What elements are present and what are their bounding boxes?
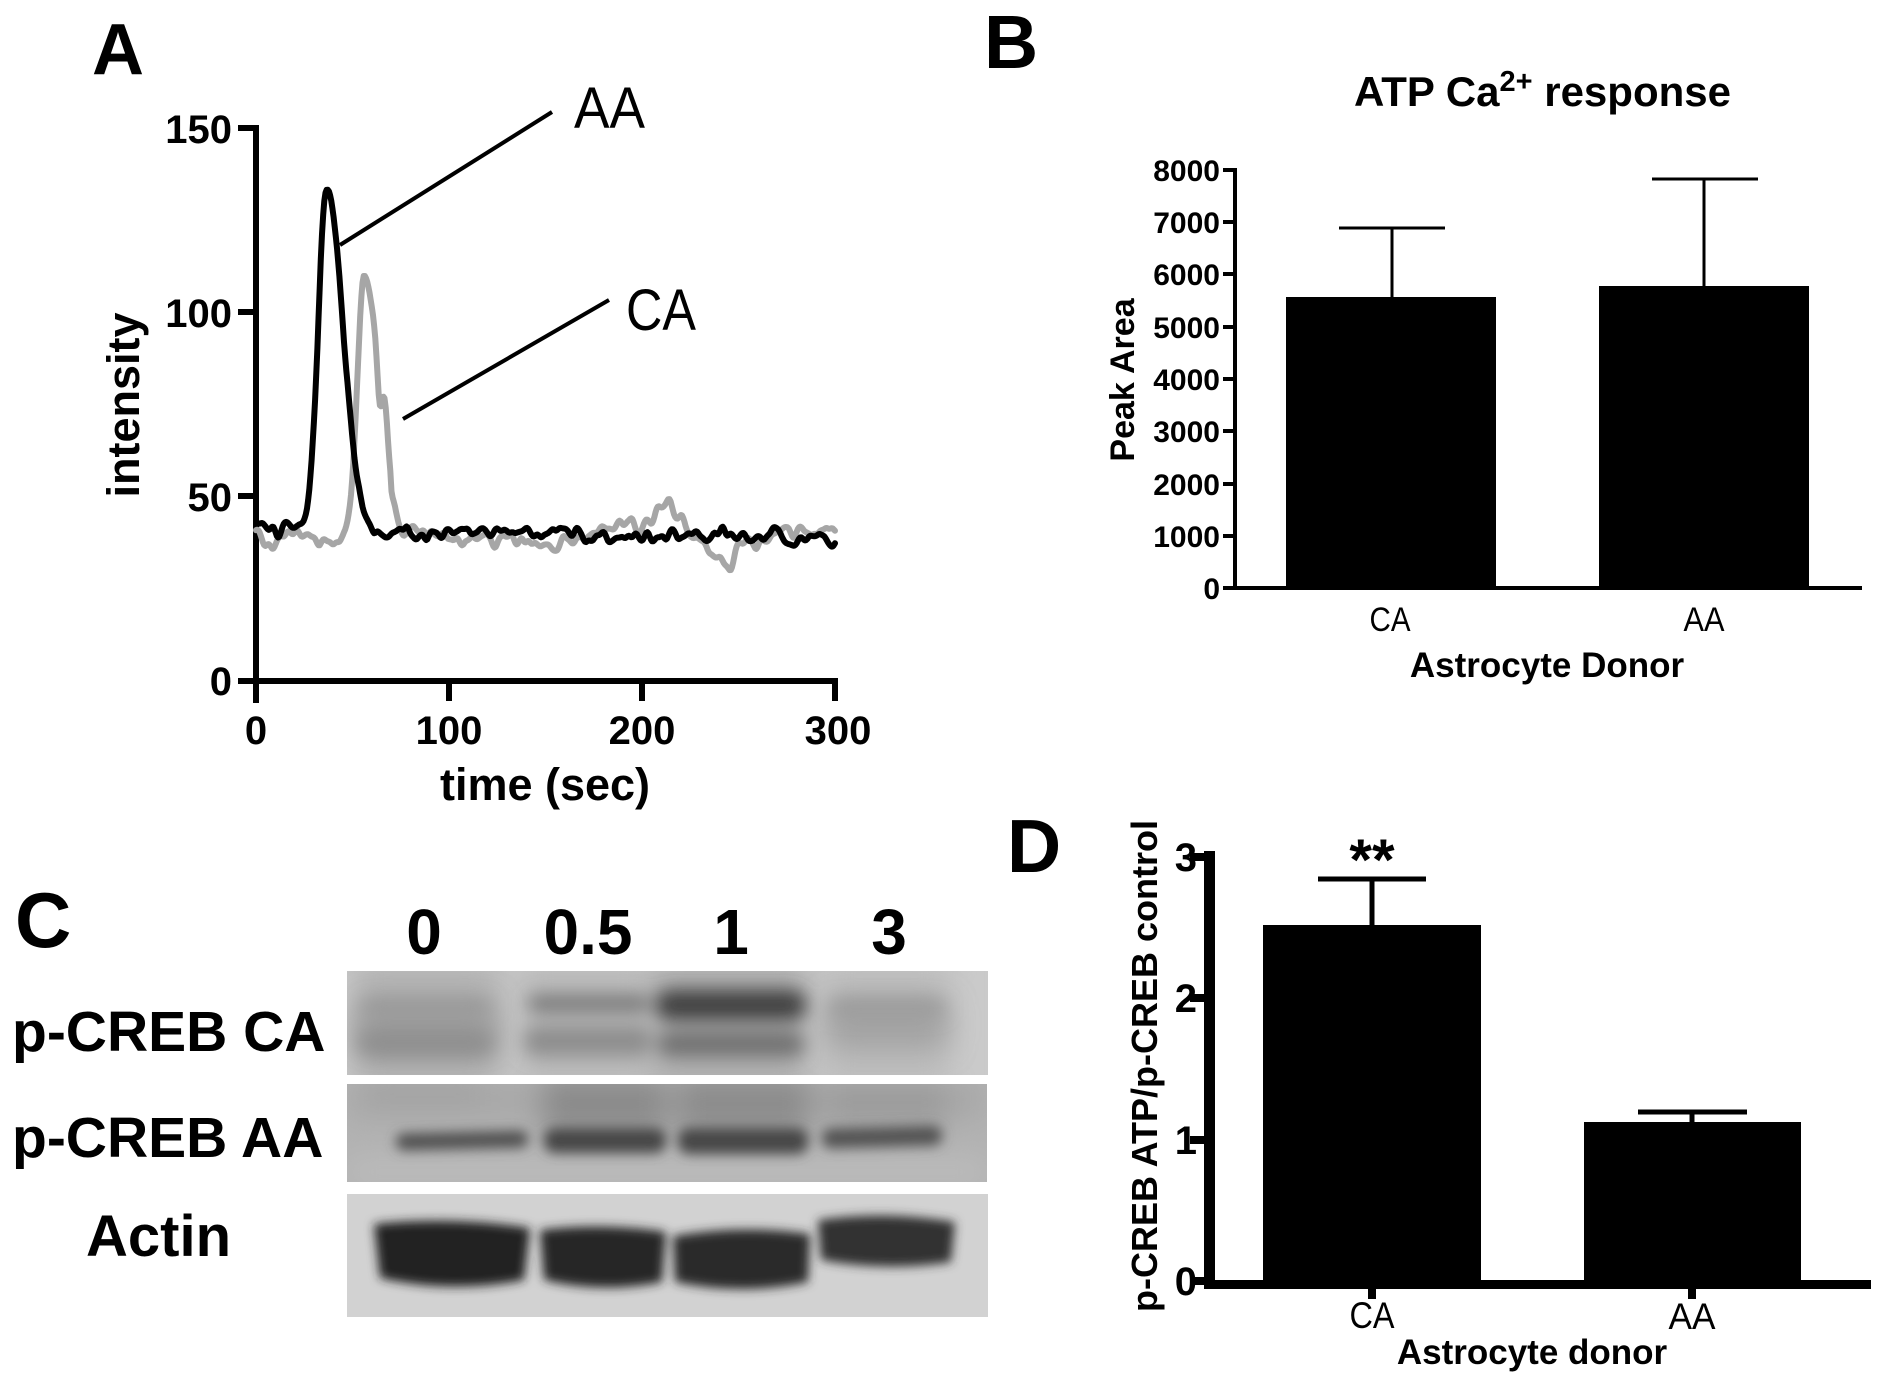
svg-text:AA: AA (574, 76, 645, 141)
svg-text:p-CREB CA: p-CREB CA (12, 1000, 325, 1064)
svg-text:Astrocyte Donor: Astrocyte Donor (1410, 646, 1685, 685)
svg-text:150: 150 (165, 108, 232, 152)
svg-text:1: 1 (713, 896, 749, 968)
svg-text:B: B (984, 0, 1038, 84)
svg-text:300: 300 (805, 709, 872, 753)
svg-text:1000: 1000 (1153, 521, 1220, 554)
svg-text:3: 3 (871, 896, 907, 968)
svg-text:A: A (92, 10, 144, 90)
svg-text:2000: 2000 (1153, 469, 1220, 502)
svg-text:0.5: 0.5 (544, 896, 633, 968)
svg-text:200: 200 (609, 709, 676, 753)
svg-text:0: 0 (245, 709, 267, 753)
svg-text:D: D (1007, 804, 1061, 888)
svg-text:50: 50 (188, 476, 233, 520)
svg-text:100: 100 (416, 709, 483, 753)
svg-text:Astrocyte donor: Astrocyte donor (1397, 1333, 1668, 1372)
svg-text:1: 1 (1175, 1119, 1197, 1163)
svg-text:CA: CA (1370, 601, 1411, 639)
svg-text:time (sec): time (sec) (440, 759, 650, 810)
svg-text:0: 0 (1203, 573, 1220, 606)
svg-text:Actin: Actin (86, 1204, 231, 1269)
svg-text:5000: 5000 (1153, 312, 1220, 345)
svg-text:8000: 8000 (1153, 155, 1220, 188)
svg-text:6000: 6000 (1153, 259, 1220, 292)
svg-text:4000: 4000 (1153, 364, 1220, 397)
svg-text:CA: CA (626, 278, 696, 343)
svg-text:p-CREB AA: p-CREB AA (12, 1106, 323, 1170)
svg-text:100: 100 (165, 292, 232, 336)
svg-text:7000: 7000 (1153, 207, 1220, 240)
svg-text:3000: 3000 (1153, 416, 1220, 449)
svg-text:AA: AA (1669, 1296, 1716, 1337)
svg-text:C: C (15, 876, 71, 964)
svg-text:2: 2 (1175, 977, 1197, 1021)
svg-text:0: 0 (1175, 1260, 1197, 1304)
svg-text:0: 0 (406, 896, 442, 968)
svg-text:0: 0 (210, 660, 232, 704)
svg-text:**: ** (1349, 828, 1395, 893)
svg-text:p-CREB ATP/p-CREB control: p-CREB ATP/p-CREB control (1124, 820, 1165, 1312)
svg-text:3: 3 (1175, 836, 1197, 880)
svg-text:Peak Area: Peak Area (1104, 297, 1142, 461)
svg-text:AA: AA (1684, 601, 1725, 639)
svg-text:ATP Ca2+ response: ATP Ca2+ response (1354, 66, 1731, 115)
svg-text:intensity: intensity (98, 312, 149, 497)
svg-text:CA: CA (1350, 1295, 1395, 1336)
